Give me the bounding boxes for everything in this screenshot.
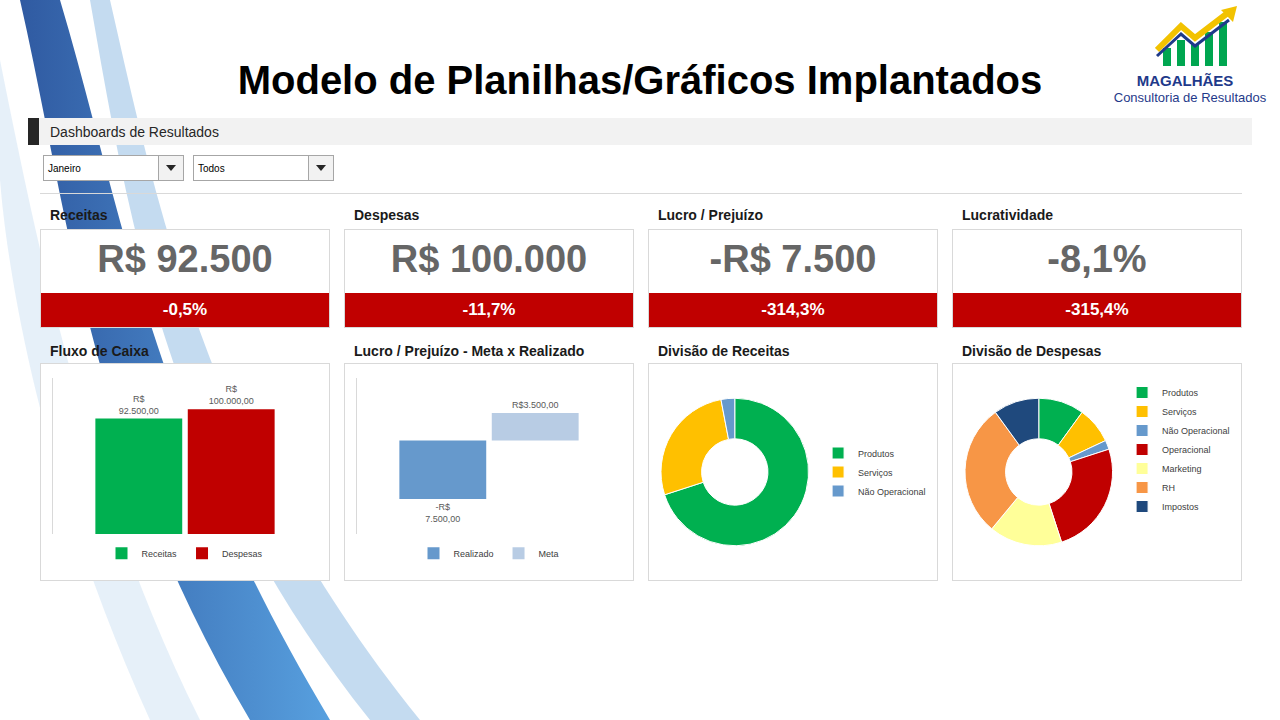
html-text:-315,4%: -315,4% <box>1065 300 1129 319</box>
html-text:-R$ 7.500: -R$ 7.500 <box>709 238 877 280</box>
html-text:-0,5%: -0,5% <box>162 300 208 319</box>
svg-text:Serviços: Serviços <box>1162 407 1197 417</box>
svg-text:Produtos: Produtos <box>858 449 895 459</box>
svg-text:R$100.000,00: R$100.000,00 <box>209 384 254 406</box>
svg-text:Impostos: Impostos <box>1162 502 1199 512</box>
html-text:-8,1%: -8,1% <box>1047 238 1147 280</box>
html-text:Consultoria de Resultados: Consultoria de Resultados <box>1113 90 1267 105</box>
html-text:Receitas: Receitas <box>50 207 108 223</box>
html-text:R$ 92.500: R$ 92.500 <box>97 238 273 280</box>
svg-text:Despesas: Despesas <box>222 549 263 559</box>
svg-text:Operacional: Operacional <box>1162 445 1211 455</box>
svg-text:Receitas: Receitas <box>142 549 178 559</box>
svg-text:R$92.500,00: R$92.500,00 <box>119 394 159 416</box>
html-text:Divisão de Despesas: Divisão de Despesas <box>962 343 1102 359</box>
html-text:Modelo de Planilhas/Gráficos I: Modelo de Planilhas/Gráficos Implantados <box>237 58 1043 102</box>
html-text:Lucratividade: Lucratividade <box>962 207 1053 223</box>
svg-text:Marketing: Marketing <box>1162 464 1202 474</box>
svg-text:RH: RH <box>1162 483 1175 493</box>
html-text:Dashboards de Resultados: Dashboards de Resultados <box>50 124 219 140</box>
html-text:-314,3%: -314,3% <box>761 300 825 319</box>
svg-text:Produtos: Produtos <box>1162 388 1199 398</box>
svg-text:R$3.500,00: R$3.500,00 <box>512 400 559 410</box>
html-text:Despesas: Despesas <box>354 207 420 223</box>
html-text:-11,7%: -11,7% <box>462 300 516 319</box>
svg-text:Não Operacional: Não Operacional <box>858 487 926 497</box>
html-text:Todos: Todos <box>198 163 225 174</box>
svg-text:-R$7.500,00: -R$7.500,00 <box>425 502 460 524</box>
html-text:Lucro / Prejuízo - Meta x Real: Lucro / Prejuízo - Meta x Realizado <box>354 343 585 359</box>
svg-text:Meta: Meta <box>539 549 559 559</box>
html-text:Fluxo de Caixa: Fluxo de Caixa <box>50 343 149 359</box>
html-text:R$ 100.000: R$ 100.000 <box>390 238 588 280</box>
html-text:Lucro / Prejuízo: Lucro / Prejuízo <box>658 207 763 223</box>
svg-text:Não Operacional: Não Operacional <box>1162 426 1230 436</box>
svg-text:Serviços: Serviços <box>858 468 893 478</box>
svg-text:Realizado: Realizado <box>454 549 494 559</box>
html-text:MAGALHÃES: MAGALHÃES <box>1136 72 1234 89</box>
html-text:Divisão de Receitas: Divisão de Receitas <box>658 343 790 359</box>
html-text:Janeiro: Janeiro <box>48 163 81 174</box>
